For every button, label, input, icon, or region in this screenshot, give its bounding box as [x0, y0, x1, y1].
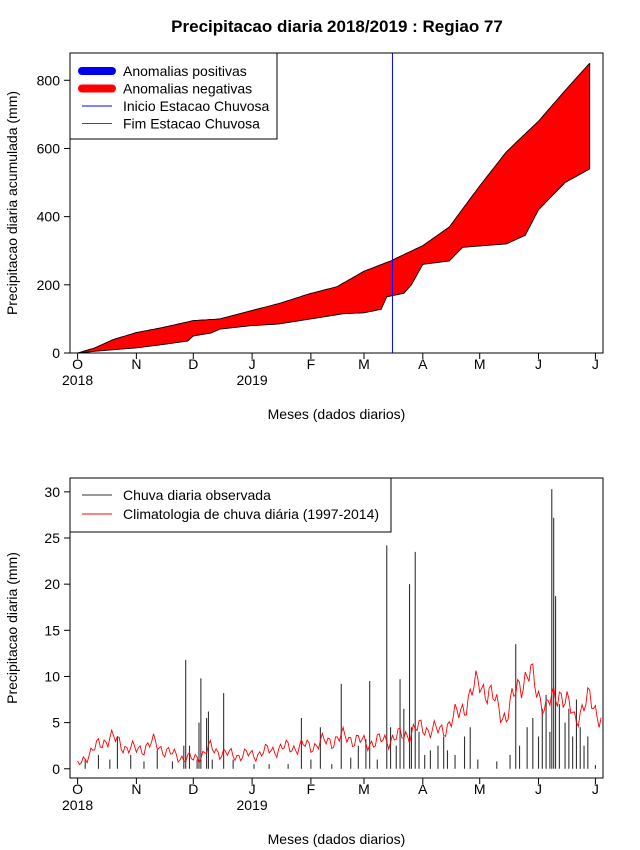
x-tick-label: N: [131, 781, 141, 797]
daily-panel: 0 5 10 15 20 25 30 O N D J F M A M J J 2018 2019 Chuva dia…: [4, 477, 604, 847]
x-tick-label: J: [249, 356, 256, 372]
x-tick-label: J: [535, 781, 542, 797]
x-tick-label: M: [474, 356, 486, 372]
y-tick-label: 800: [37, 72, 61, 88]
y-tick-label: 400: [37, 209, 61, 225]
legend-box: [69, 477, 392, 533]
year-label: 2019: [237, 372, 268, 388]
year-label: 2018: [62, 372, 93, 388]
legend-entry-label: Chuva diaria observada: [123, 487, 271, 503]
plot-frame: [69, 52, 604, 354]
climatology-cumulative-line: [77, 62, 591, 354]
x-tick-label: M: [358, 356, 370, 372]
y-tick-label: 0: [52, 761, 60, 777]
legend-entry-label: Inicio Estacao Chuvosa: [123, 98, 270, 114]
bottom-axes-group: 0 5 10 15 20 25 30 O N D J F M A M J J 2018 2019: [44, 484, 598, 813]
legend-entry-label: Climatologia de chuva diária (1997-2014): [123, 506, 379, 522]
y-tick-label: 600: [37, 140, 61, 156]
x-tick-label: F: [307, 356, 316, 372]
x-tick-label: J: [535, 356, 542, 372]
chart-title: Precipitacao diaria 2018/2019 : Regiao 7…: [171, 17, 503, 36]
y-tick-label: 200: [37, 277, 61, 293]
y-axis-label: Precipitacao diaria (mm): [4, 552, 20, 704]
observed-bars-group: [84, 489, 596, 769]
x-tick-label: J: [592, 781, 599, 797]
y-axis-label: Precipitacao diaria acumulada (mm): [4, 91, 20, 315]
x-tick-label: D: [188, 781, 198, 797]
cumulative-panel: 0 200 400 600 800 O N D J F M A M J J 2018 2019 Anomalia…: [4, 52, 604, 422]
x-tick-label: O: [72, 356, 83, 372]
y-tick-label: 25: [44, 530, 60, 546]
y-tick-label: 10: [44, 668, 60, 684]
y-tick-label: 0: [52, 345, 60, 361]
x-tick-label: J: [249, 781, 256, 797]
negative-anomaly-area: [77, 63, 590, 353]
x-tick-label: A: [418, 356, 428, 372]
x-tick-label: O: [72, 781, 83, 797]
y-tick-label: 15: [44, 622, 60, 638]
x-axis-label: Meses (dados diarios): [268, 406, 406, 422]
x-tick-label: A: [418, 781, 428, 797]
climatology-line-group: [77, 663, 602, 766]
x-tick-label: N: [131, 356, 141, 372]
x-tick-label: M: [474, 781, 486, 797]
y-tick-label: 30: [44, 484, 60, 500]
top-axes-group: 0 200 400 600 800 O N D J F M A M J J 2018 2019: [37, 72, 599, 388]
legend-entry-label: Fim Estacao Chuvosa: [123, 116, 260, 132]
x-tick-label: M: [358, 781, 370, 797]
x-tick-label: D: [188, 356, 198, 372]
legend: Chuva diaria observada Climatologia de ch…: [69, 477, 392, 533]
y-tick-label: 20: [44, 576, 60, 592]
anomaly-area-group: [77, 63, 590, 353]
legend: Anomalias positivas Anomalias negativasIn…: [69, 52, 278, 140]
x-tick-label: F: [307, 781, 316, 797]
year-label: 2019: [237, 797, 268, 813]
series-lines-group: [77, 53, 591, 354]
legend-entry-label: Anomalias negativas: [123, 81, 252, 97]
x-axis-label: Meses (dados diarios): [268, 831, 406, 847]
year-label: 2018: [62, 797, 93, 813]
climatology-daily-line: [77, 663, 602, 766]
observed-cumulative-line: [77, 168, 590, 354]
x-tick-label: J: [592, 356, 599, 372]
legend-entry-label: Anomalias positivas: [123, 63, 247, 79]
y-tick-label: 5: [52, 715, 60, 731]
